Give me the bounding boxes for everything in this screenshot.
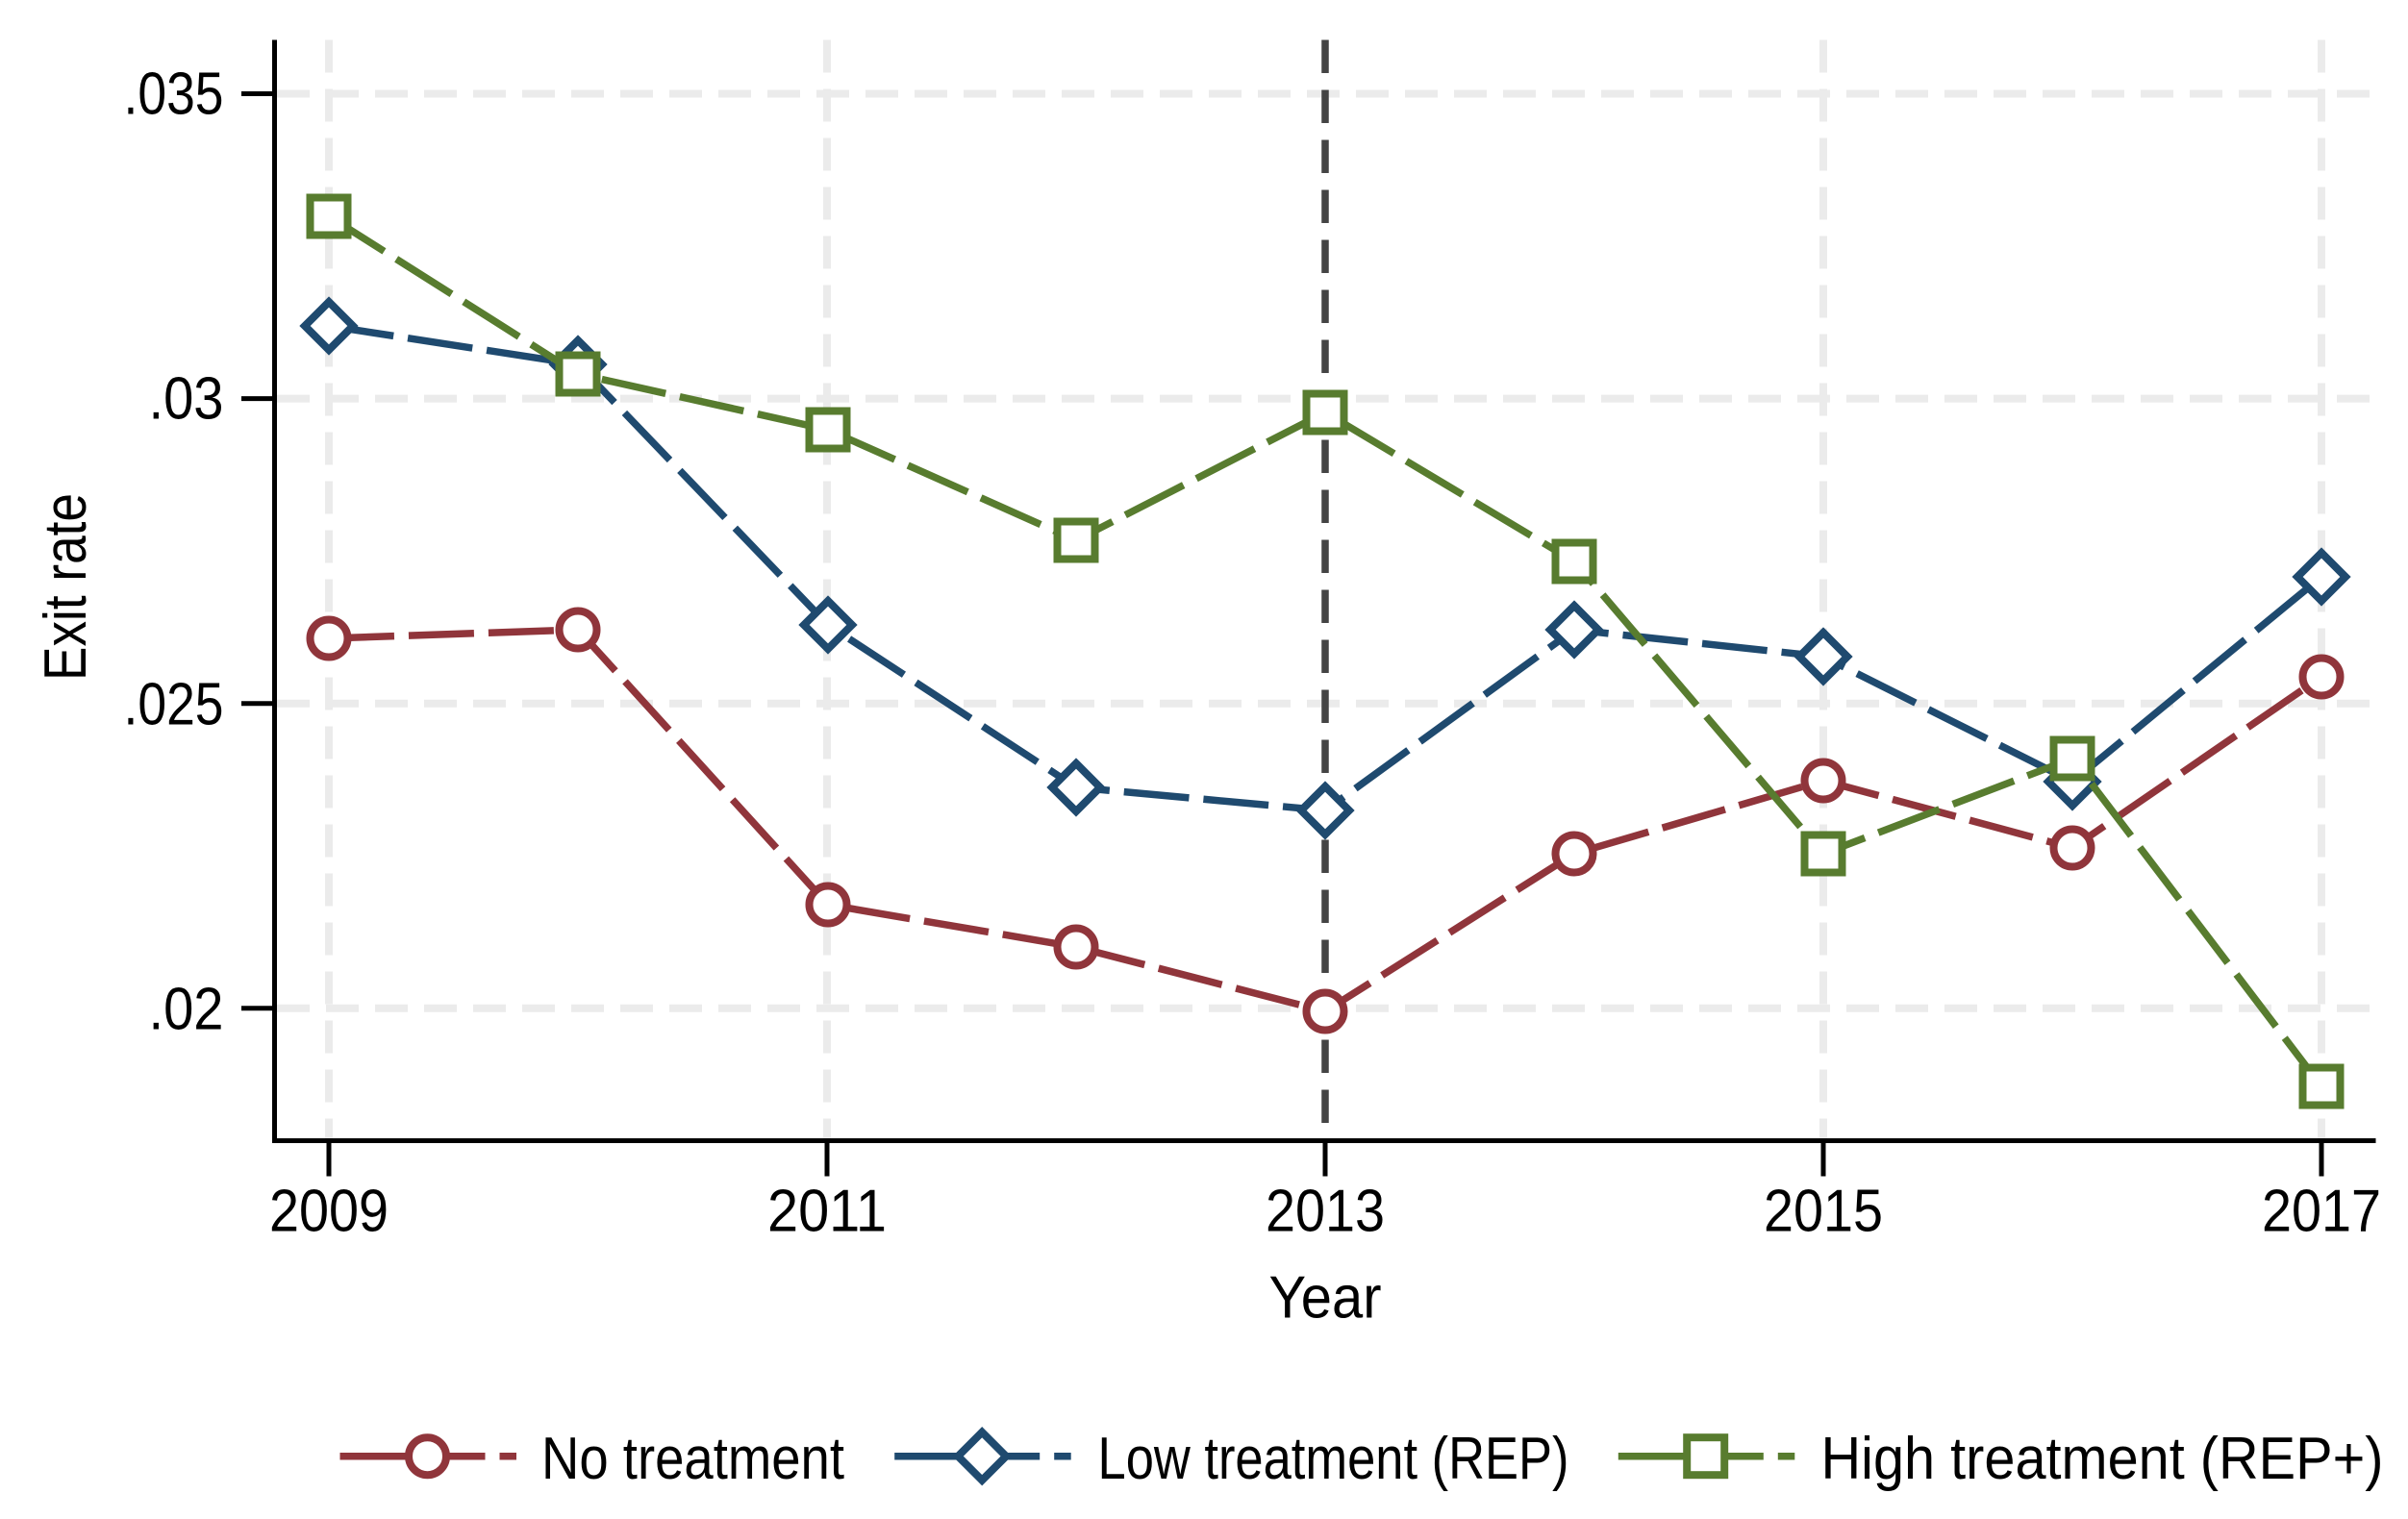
svg-text:.02: .02 (149, 976, 224, 1042)
svg-text:Year: Year (1269, 1265, 1382, 1332)
svg-text:High treatment (REP+): High treatment (REP+) (1821, 1426, 2384, 1492)
svg-text:.03: .03 (149, 366, 224, 433)
svg-text:2011: 2011 (767, 1179, 887, 1245)
svg-text:.035: .035 (124, 62, 224, 128)
svg-text:Exit rate: Exit rate (33, 493, 99, 681)
svg-text:2015: 2015 (1764, 1179, 1883, 1245)
svg-text:.025: .025 (124, 672, 224, 738)
svg-text:Low treatment (REP): Low treatment (REP) (1098, 1426, 1569, 1492)
svg-text:2017: 2017 (2262, 1179, 2381, 1245)
svg-text:No treatment: No treatment (541, 1426, 844, 1492)
svg-text:2009: 2009 (269, 1179, 389, 1245)
svg-text:2013: 2013 (1266, 1179, 1385, 1245)
